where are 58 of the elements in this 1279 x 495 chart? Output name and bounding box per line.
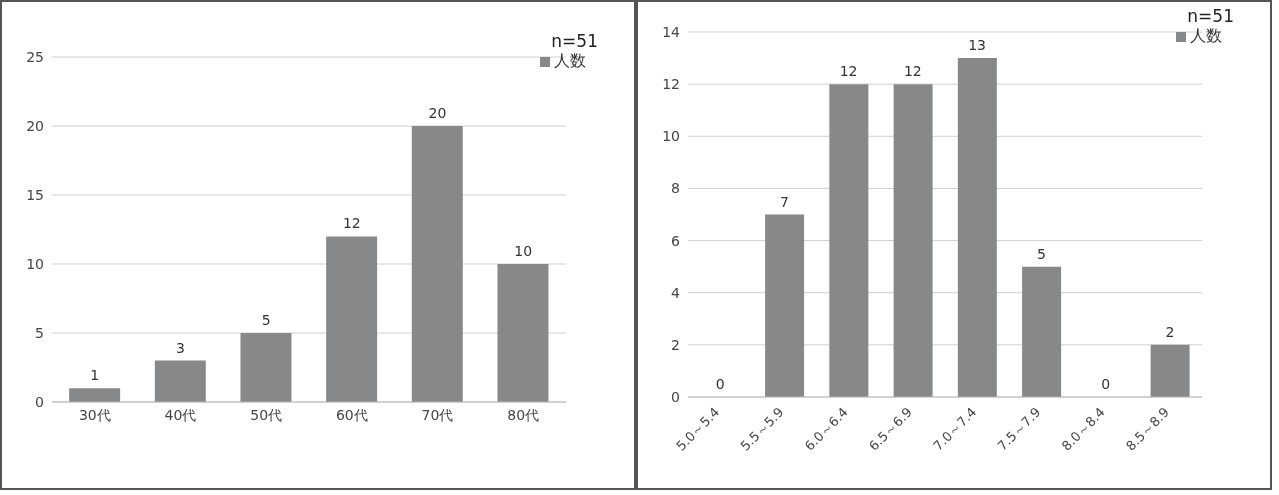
- x-tick-label: 60代: [335, 406, 368, 423]
- y-tick-label: 5: [35, 324, 44, 341]
- data-label: 1: [90, 367, 100, 384]
- data-label: 2: [1165, 323, 1175, 340]
- bar: [69, 388, 121, 402]
- y-tick-label: 2: [671, 336, 680, 353]
- legend-label: 人数: [554, 51, 586, 70]
- bar: [1150, 344, 1190, 397]
- bar: [829, 84, 869, 397]
- y-tick-label: 10: [662, 128, 680, 145]
- text: n=51: [551, 31, 598, 51]
- x-tick-label: 5.5～5.9: [737, 404, 787, 454]
- data-label: 3: [176, 339, 185, 356]
- x-tick-label: 30代: [78, 406, 111, 423]
- bar: [893, 84, 933, 397]
- x-tick-label: 80代: [507, 406, 540, 423]
- bar: [154, 360, 206, 402]
- y-tick-label: 0: [35, 393, 44, 410]
- data-label: 7: [779, 193, 789, 210]
- y-tick-label: 12: [662, 76, 680, 93]
- x-tick-label: 6.0～6.4: [801, 404, 851, 454]
- x-tick-label: 50代: [250, 406, 283, 423]
- x-tick-label: 6.5～6.9: [865, 404, 915, 454]
- data-label: 5: [261, 312, 271, 328]
- y-tick-label: 20: [26, 117, 44, 134]
- x-tick-label: 70代: [421, 406, 454, 423]
- bar: [1022, 266, 1062, 397]
- x-tick-label: 8.0～8.4: [1058, 404, 1108, 454]
- y-tick-label: 25: [26, 48, 44, 65]
- data-label: 13: [968, 37, 987, 54]
- x-tick-label: 7.5～7.9: [994, 404, 1044, 454]
- bar: [497, 264, 549, 402]
- data-label: 20: [428, 105, 447, 121]
- y-tick-label: 0: [671, 388, 680, 405]
- legend-label: 人数: [1190, 26, 1222, 45]
- y-tick-label: 8: [671, 180, 680, 197]
- y-tick-label: 15: [26, 186, 44, 203]
- data-label: 0: [1101, 376, 1111, 392]
- data-label: 0: [715, 376, 725, 392]
- data-label: 10: [514, 243, 533, 259]
- data-label: 12: [903, 63, 922, 80]
- y-tick-label: 10: [26, 255, 44, 272]
- bar: [240, 333, 292, 402]
- bar: [765, 214, 805, 397]
- x-tick-label: 7.0～7.4: [930, 404, 980, 454]
- bar: [957, 58, 997, 397]
- data-label: 12: [342, 215, 361, 232]
- x-tick-label: 5.0～5.4: [673, 404, 723, 454]
- bar: [326, 236, 378, 402]
- bar: [411, 126, 463, 402]
- y-tick-label: 4: [671, 284, 681, 301]
- x-tick-label: 8.5～8.9: [1122, 404, 1172, 454]
- y-tick-label: 14: [662, 23, 681, 40]
- y-tick-label: 6: [671, 232, 681, 249]
- data-label: 12: [839, 63, 858, 80]
- data-label: 5: [1036, 245, 1046, 262]
- text: n=51: [1187, 6, 1234, 26]
- x-tick-label: 40代: [164, 406, 197, 423]
